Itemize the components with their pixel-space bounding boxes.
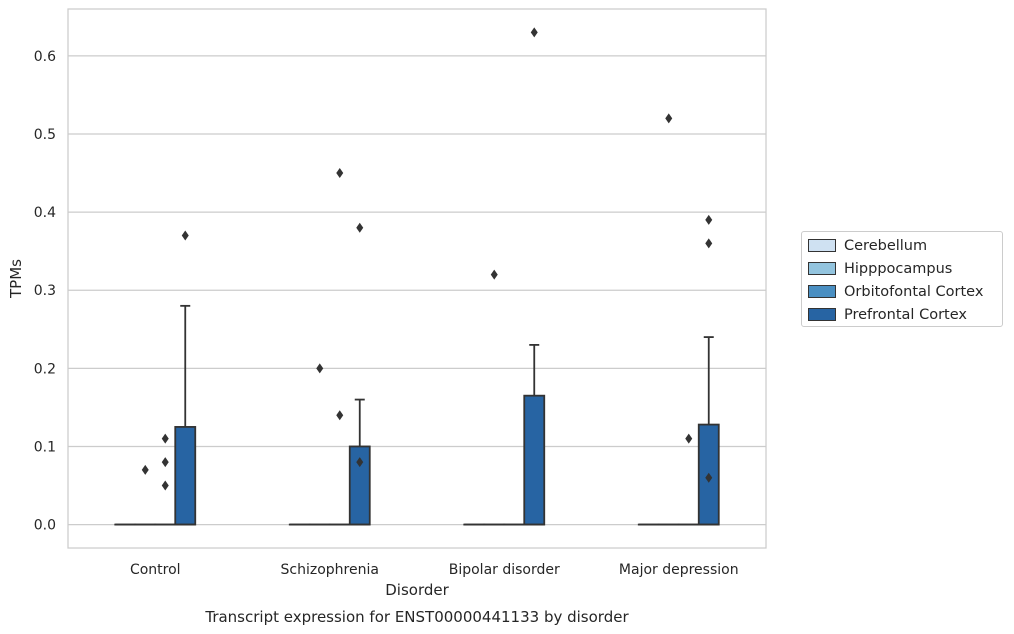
y-tick-label: 0.2	[34, 361, 56, 377]
legend-label: Cerebellum	[844, 237, 928, 254]
y-tick-label: 0.1	[34, 439, 56, 455]
outlier-marker	[316, 363, 324, 374]
y-tick-label: 0.4	[34, 205, 56, 221]
box-groups	[114, 304, 720, 526]
outlier-marker	[356, 222, 364, 233]
plot-frame	[67, 8, 767, 549]
chart-title: Transcript expression for ENST0000044113…	[204, 608, 629, 626]
y-axis-label: TPMs	[7, 259, 25, 299]
y-tick-label: 0.0	[34, 518, 56, 534]
legend-label: Prefrontal Cortex	[844, 306, 967, 323]
outlier-marker	[161, 457, 169, 468]
box-prefrontal-cortex	[348, 398, 371, 526]
outlier-marker	[336, 410, 344, 421]
x-tick-label: Control	[130, 562, 181, 578]
legend-item: Orbitofontal Cortex	[808, 280, 1002, 303]
outlier-points	[141, 27, 713, 491]
legend-item: Cerebellum	[808, 234, 1002, 257]
box-prefrontal-cortex	[174, 304, 197, 526]
box-body	[174, 426, 197, 526]
legend-item: Prefrontal Cortex	[808, 303, 1002, 326]
x-tick-label: Bipolar disorder	[449, 562, 560, 578]
outlier-marker	[181, 230, 189, 241]
outlier-marker	[161, 433, 169, 444]
outlier-marker	[705, 238, 713, 249]
legend-label: Orbitofontal Cortex	[844, 283, 984, 300]
x-tick-label: Schizophrenia	[281, 562, 379, 578]
legend-swatch	[808, 285, 836, 298]
outlier-marker	[356, 457, 364, 468]
legend-item: Hipppocampus	[808, 257, 1002, 280]
legend-swatch	[808, 239, 836, 252]
x-axis-label: Disorder	[385, 581, 449, 599]
outlier-marker	[685, 433, 693, 444]
outlier-marker	[161, 480, 169, 491]
legend-swatch	[808, 262, 836, 275]
box-prefrontal-cortex	[697, 336, 720, 526]
outlier-marker	[705, 214, 713, 225]
legend: Cerebellum Hipppocampus Orbitofontal Corte…	[801, 231, 1003, 327]
y-axis-ticks: 0.0 0.1 0.2 0.3 0.4 0.5 0.6	[34, 49, 56, 534]
box-prefrontal-cortex	[523, 343, 546, 526]
outlier-marker	[705, 472, 713, 483]
x-axis-ticks: Control Schizophrenia Bipolar disorder Majo…	[130, 562, 739, 578]
y-tick-label: 0.3	[34, 283, 56, 299]
gridlines	[68, 55, 766, 526]
outlier-marker	[490, 269, 498, 280]
y-tick-label: 0.5	[34, 127, 56, 143]
y-tick-label: 0.6	[34, 49, 56, 65]
legend-label: Hipppocampus	[844, 260, 953, 277]
box-body	[523, 394, 546, 526]
outlier-marker	[665, 113, 673, 124]
outlier-marker	[530, 27, 538, 38]
outlier-marker	[336, 168, 344, 179]
x-tick-label: Major depression	[619, 562, 739, 578]
outlier-marker	[141, 464, 149, 475]
legend-swatch	[808, 308, 836, 321]
